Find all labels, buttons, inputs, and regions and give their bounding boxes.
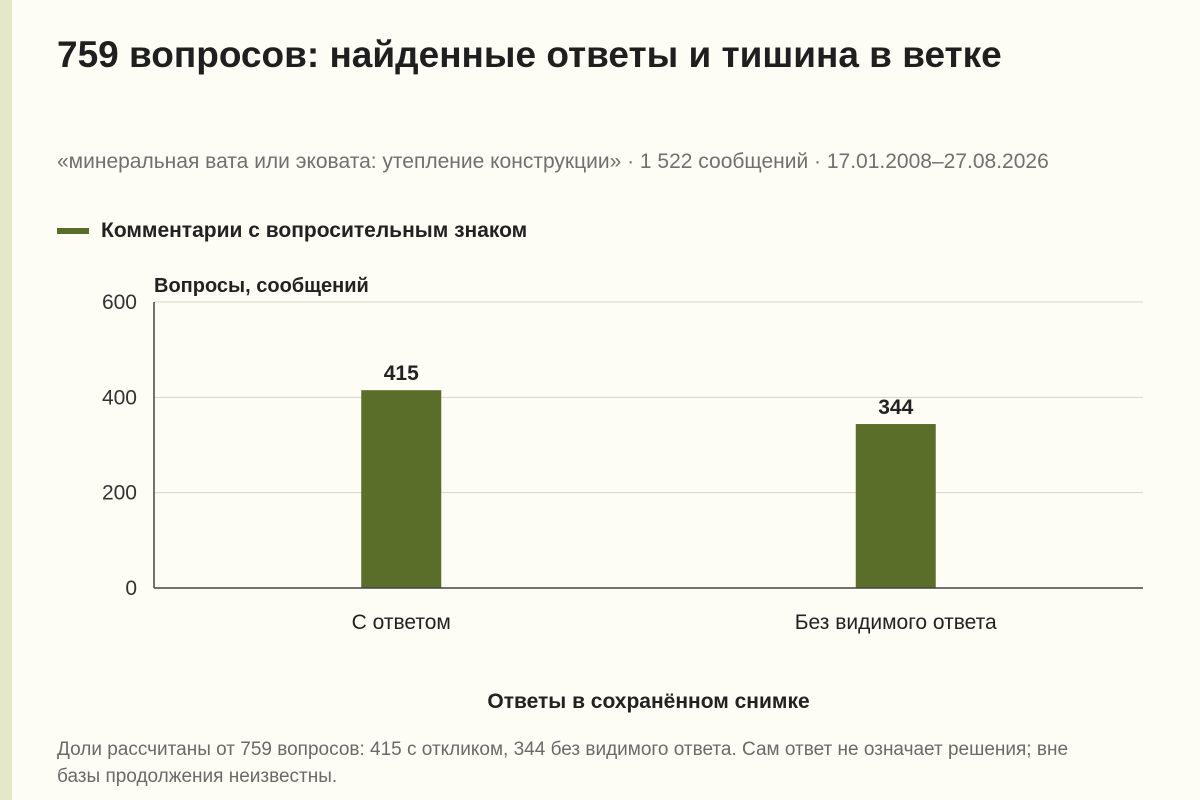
y-tick-label: 200: [102, 482, 137, 505]
side-accent-bar: [0, 0, 12, 800]
x-tick-label: Без видимого ответа: [795, 611, 997, 634]
chart-title: 759 вопросов: найденные ответы и тишина …: [57, 34, 1002, 75]
bar: [361, 390, 442, 588]
bar-chart: 0 200 400 600 Вопросы, сообщений 415 С ответом…: [102, 275, 1143, 713]
data-label: 415: [384, 362, 419, 385]
legend-label: Комментарии с вопросительным знаком: [101, 219, 528, 242]
footnote: Доли рассчитаны от 759 вопросов: 415 с о…: [57, 739, 1069, 787]
y-tick-label: 600: [102, 291, 137, 314]
data-label: 344: [878, 396, 913, 419]
y-tick-label: 0: [125, 577, 137, 600]
bar: [855, 424, 936, 588]
legend: Комментарии с вопросительным знаком: [57, 219, 527, 243]
y-axis-label: Вопросы, сообщений: [154, 275, 369, 297]
x-tick-label: С ответом: [352, 611, 451, 634]
x-axis-label: Ответы в сохранённом снимке: [487, 690, 809, 713]
legend-swatch: [57, 228, 89, 234]
y-tick-label: 400: [102, 386, 137, 409]
chart-subtitle: «минеральная вата или эковата: утепление…: [57, 150, 1049, 173]
